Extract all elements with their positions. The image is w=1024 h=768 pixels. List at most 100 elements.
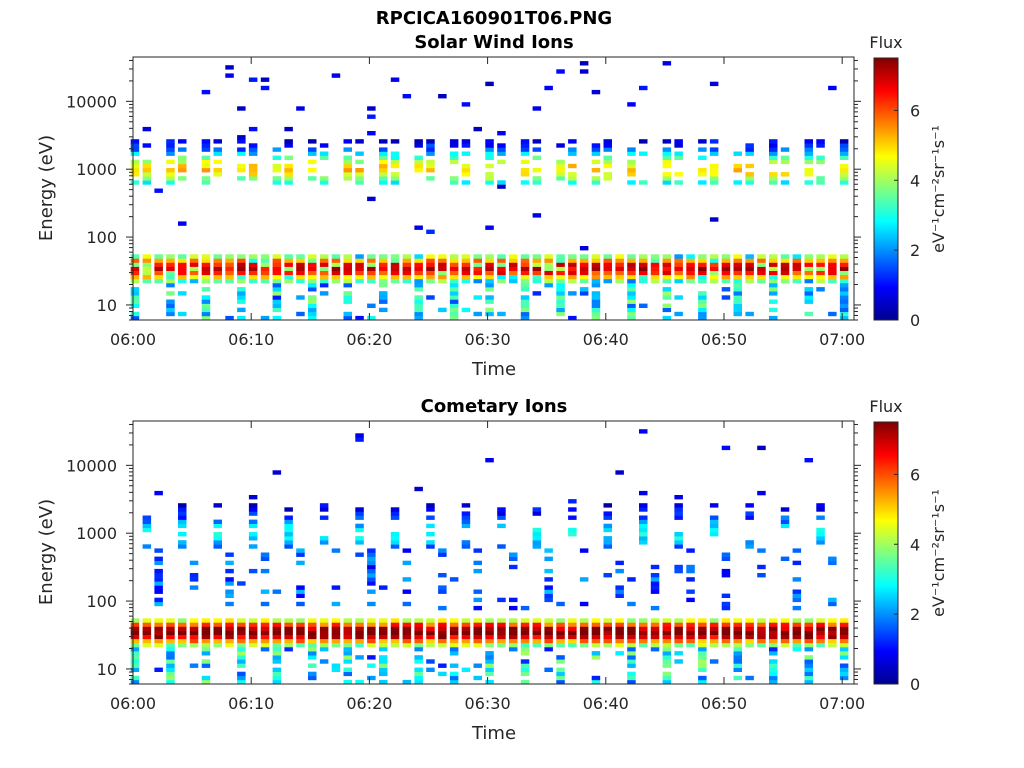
spectrogram-cell <box>532 527 542 533</box>
spectrogram-cell <box>639 519 648 524</box>
spectrogram-cell <box>319 540 329 545</box>
spectrogram-cell <box>379 147 388 152</box>
spectrogram-cell <box>225 258 234 263</box>
spectrogram-cell <box>296 642 305 648</box>
spectrogram-cell <box>225 65 234 70</box>
spectrogram-cell <box>390 172 400 177</box>
spectrogram-cell <box>367 568 376 574</box>
spectrogram-cell <box>130 311 140 317</box>
spectrogram-cell <box>154 601 163 607</box>
spectrogram-cell <box>485 659 494 664</box>
spectrogram-cell <box>674 618 683 623</box>
spectrogram-cell <box>485 81 494 87</box>
spectrogram-cell <box>603 258 612 263</box>
spectrogram-cell <box>130 634 140 640</box>
spectrogram-cell <box>568 139 577 144</box>
spectrogram-cell <box>698 667 707 672</box>
spectrogram-cell <box>189 270 199 276</box>
spectrogram-cell <box>343 679 352 685</box>
spectrogram-cell <box>532 213 542 218</box>
spectrogram-cell <box>603 159 612 165</box>
spectrogram-cell <box>497 515 506 520</box>
spectrogram-cell <box>733 291 742 296</box>
spectrogram-cell <box>556 630 565 635</box>
spectrogram-cell <box>178 262 187 267</box>
spectrogram-cell <box>497 278 506 284</box>
spectrogram-cell <box>379 155 388 160</box>
spectrogram-cell <box>201 315 211 321</box>
spectrogram-cell <box>709 266 719 271</box>
spectrogram-cell <box>804 168 813 173</box>
spectrogram-cell <box>627 638 636 644</box>
spectrogram-cell <box>485 618 494 623</box>
spectrogram-cell <box>709 151 719 156</box>
spectrogram-cell <box>154 577 163 582</box>
spectrogram-cell <box>674 634 683 640</box>
spectrogram-cell <box>650 258 660 263</box>
spectrogram-cell <box>237 106 246 111</box>
spectrogram-cell <box>485 634 494 640</box>
spectrogram-cell <box>686 634 695 640</box>
spectrogram-cell <box>816 536 825 541</box>
spectrogram-cell <box>260 254 270 259</box>
spectrogram-cell <box>248 507 258 512</box>
spectrogram-cell <box>449 626 459 631</box>
spectrogram-cell <box>780 258 790 263</box>
spectrogram-cell <box>154 618 163 623</box>
spectrogram-cell <box>615 651 624 656</box>
spectrogram-cell <box>178 503 187 508</box>
spectrogram-cell <box>698 274 707 280</box>
spectrogram-cell <box>804 274 813 280</box>
spectrogram-cell <box>650 262 660 267</box>
spectrogram-cell <box>390 163 400 169</box>
spectrogram-cell <box>674 180 683 185</box>
spectrogram-cell <box>497 258 506 263</box>
spectrogram-cell <box>225 278 234 284</box>
spectrogram-cell <box>284 258 293 263</box>
spectrogram-cell <box>461 642 471 648</box>
spectrogram-cell <box>721 630 731 635</box>
spectrogram-cell <box>579 246 589 251</box>
spectrogram-cell <box>473 274 482 280</box>
spectrogram-cell <box>627 655 636 660</box>
spectrogram-cell <box>698 642 707 648</box>
spectrogram-cell <box>627 311 636 317</box>
spectrogram-cell <box>556 283 565 288</box>
spectrogram-cell <box>532 536 542 541</box>
spectrogram-cell <box>804 655 813 660</box>
spectrogram-cell <box>166 618 175 623</box>
x-tick-label: 06:40 <box>583 330 629 349</box>
spectrogram-cell <box>698 270 707 276</box>
spectrogram-cell <box>709 270 719 276</box>
spectrogram-cells <box>130 429 849 685</box>
spectrogram-cell <box>473 589 482 594</box>
spectrogram-cell <box>260 634 270 640</box>
spectrogram-cell <box>709 626 719 631</box>
spectrogram-cell <box>426 544 435 549</box>
spectrogram-cell <box>461 634 471 640</box>
spectrogram-cell <box>816 155 825 160</box>
spectrogram-cell <box>379 283 388 288</box>
spectrogram-cell <box>426 274 435 280</box>
spectrogram-cell <box>178 511 187 516</box>
spectrogram-cell <box>296 311 305 317</box>
spectrogram-cell <box>792 274 802 280</box>
spectrogram-cell <box>308 647 317 652</box>
spectrogram-cell <box>733 659 742 664</box>
spectrogram-cell <box>355 180 364 185</box>
spectrogram-cell <box>591 655 601 660</box>
spectrogram-cell <box>414 486 423 492</box>
spectrogram-cell <box>804 287 813 292</box>
spectrogram-cell <box>343 274 352 280</box>
spectrogram-cell <box>769 315 778 321</box>
spectrogram-cell <box>130 172 140 177</box>
spectrogram-cell <box>319 143 329 148</box>
spectrogram-cell <box>461 618 471 623</box>
spectrogram-cell <box>591 176 601 181</box>
spectrogram-cell <box>568 638 577 644</box>
spectrogram-cell <box>792 597 802 603</box>
spectrogram-cell <box>532 266 542 271</box>
spectrogram-cell <box>367 589 376 594</box>
spectrogram-cell <box>532 622 542 627</box>
spectrogram-cell <box>804 679 813 685</box>
